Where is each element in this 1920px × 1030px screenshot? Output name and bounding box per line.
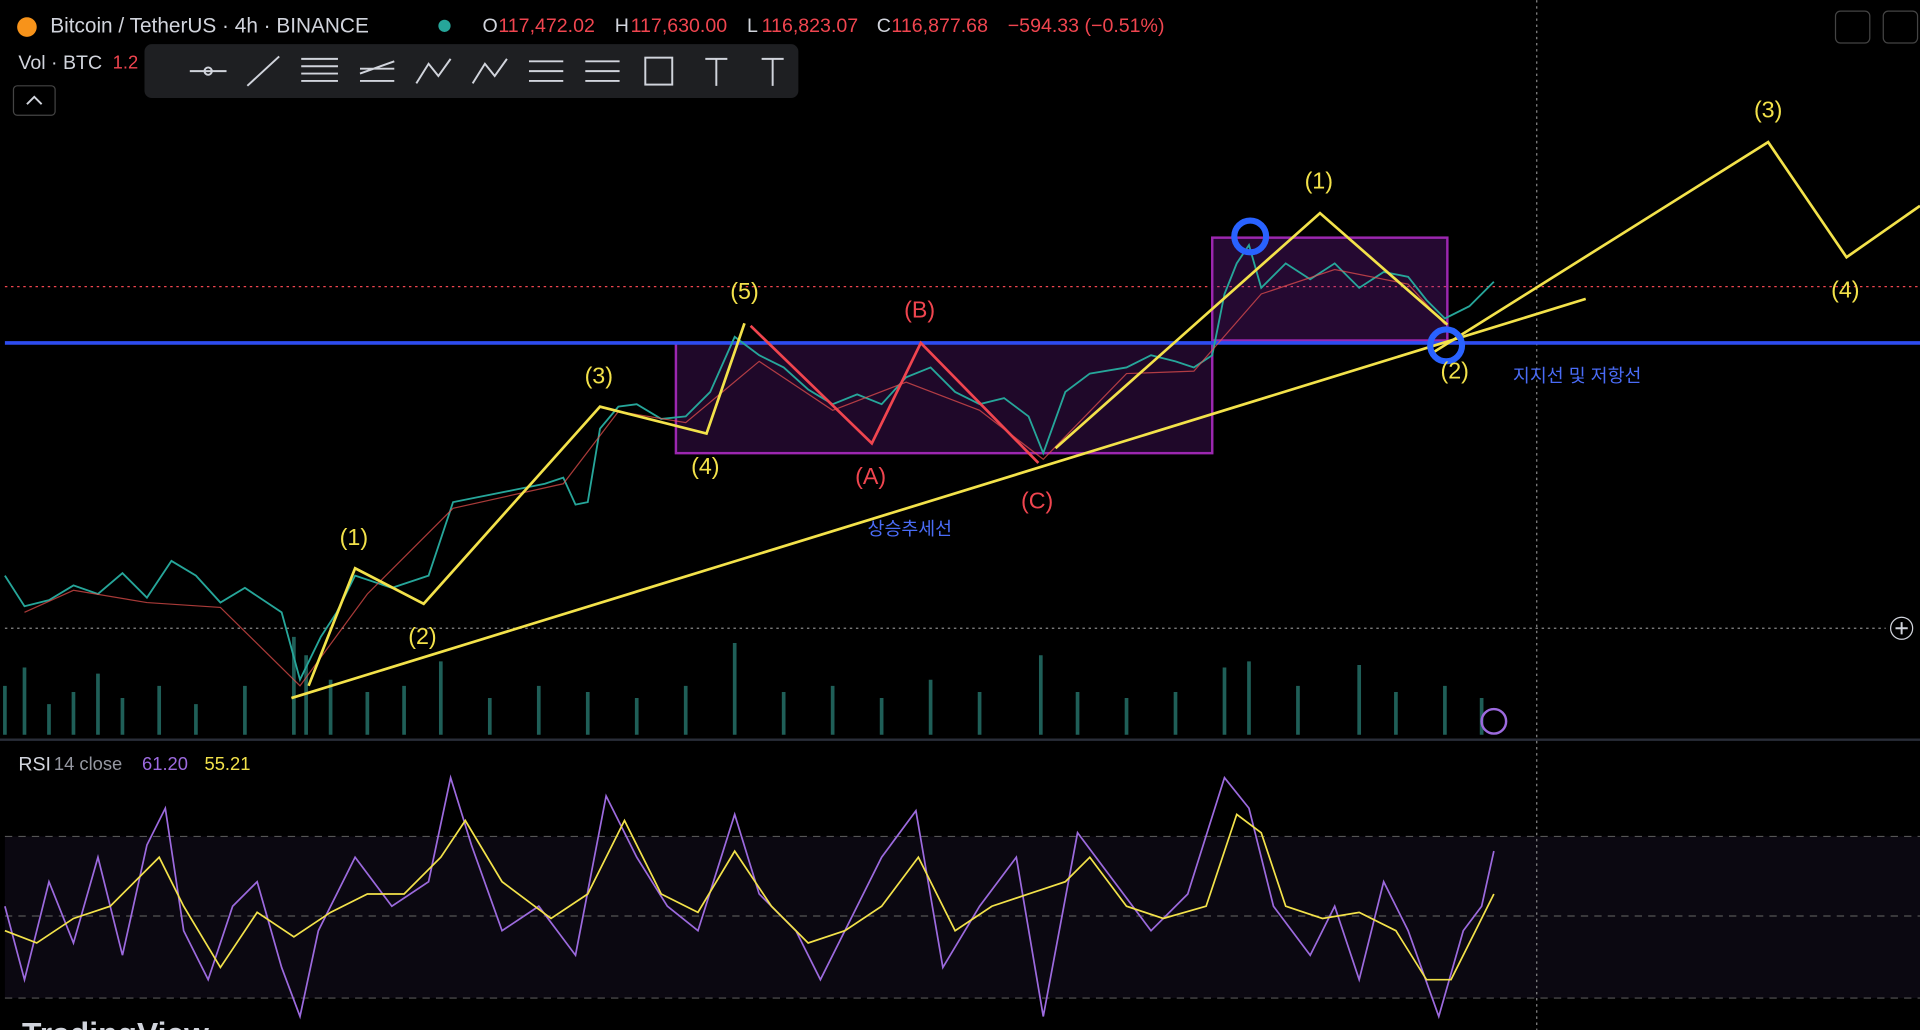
correction-wave xyxy=(749,324,1040,464)
rsi-label: RSI xyxy=(18,754,51,776)
volume-value: 1.2 xyxy=(113,52,139,73)
wave-label: (2) xyxy=(408,623,436,649)
wave-label: (5) xyxy=(730,278,758,304)
wave-label: (C) xyxy=(1021,487,1053,513)
symbol-title[interactable]: Bitcoin / TetherUS · 4h · BINANCE xyxy=(50,15,369,38)
tool-pitchfork[interactable] xyxy=(359,60,395,82)
rsi-ma-line xyxy=(4,812,1495,981)
watermark: TradingView xyxy=(22,1015,209,1030)
market-status xyxy=(438,19,451,32)
scroll-button[interactable] xyxy=(1834,10,1871,44)
fullscreen-button[interactable] xyxy=(1882,10,1919,44)
tool-rectangle[interactable] xyxy=(644,56,674,86)
marker-circle xyxy=(1231,217,1270,256)
ohlc-label: O xyxy=(482,15,497,37)
wave-label: (2) xyxy=(1440,357,1468,383)
ohlc-value: 117,472.02 xyxy=(498,15,595,37)
ohlc-label: C xyxy=(877,15,891,37)
tool-regression[interactable] xyxy=(585,60,620,82)
symbol-logo xyxy=(17,17,37,37)
tool-parallel-channel[interactable] xyxy=(528,60,564,82)
wave-1-2 xyxy=(1054,211,1449,450)
ohlc-value: 116,823.07 xyxy=(762,15,859,37)
volume-bars xyxy=(3,636,1484,735)
volume-label: Vol · BTC xyxy=(18,52,102,74)
collapse-button[interactable] xyxy=(12,85,56,116)
ohlc-value: 117,630.00 xyxy=(631,15,728,37)
range-box xyxy=(674,341,1214,455)
wave-label: (4) xyxy=(1831,277,1859,303)
ohlc-label: H xyxy=(615,15,629,37)
wave-label: (1) xyxy=(1305,168,1333,194)
drawing-toolbar xyxy=(144,44,799,99)
tool-elliott-correction[interactable] xyxy=(471,58,508,84)
toolbar-icons xyxy=(189,55,784,87)
rsi-params: 14 close xyxy=(54,753,122,774)
tool-anchored-text[interactable] xyxy=(761,57,784,86)
projected-wave xyxy=(1431,140,1920,354)
rsi-levels xyxy=(4,835,1920,999)
rsi-ma-value: 55.21 xyxy=(204,753,250,774)
price-candles-down xyxy=(24,268,1446,687)
impulse-wave xyxy=(307,322,746,687)
ohlc-value: 116,877.68 xyxy=(891,15,988,37)
tool-horizontal-ray[interactable] xyxy=(189,66,227,76)
tool-trendline[interactable] xyxy=(246,55,280,87)
price-change: −594.33 (−0.51%) xyxy=(1008,15,1165,37)
tool-text[interactable] xyxy=(705,57,728,86)
wave-lines xyxy=(291,140,1920,700)
wave-label: (3) xyxy=(585,362,613,388)
tool-elliott-impulse[interactable] xyxy=(415,58,452,84)
rsi-value: 61.20 xyxy=(142,753,188,774)
trendline-label: 상승추세선 xyxy=(868,518,952,539)
rsi-line xyxy=(4,774,1495,1020)
trendline xyxy=(291,297,1587,700)
ohlc-label: L xyxy=(747,15,758,37)
wave-label: (A) xyxy=(855,463,886,489)
wave-label: (4) xyxy=(691,453,719,479)
wave-label: (1) xyxy=(340,524,368,550)
alert-icon[interactable] xyxy=(1480,707,1508,735)
wave-label: (B) xyxy=(904,296,935,322)
marker-circle xyxy=(1427,326,1466,365)
rsi-band xyxy=(4,836,1920,999)
collapse-icon xyxy=(26,95,43,105)
support-label: 지지선 및 저항선 xyxy=(1513,365,1641,386)
tool-fib[interactable] xyxy=(301,57,338,82)
wave-label: (3) xyxy=(1754,97,1782,123)
add-icon xyxy=(1895,622,1908,635)
